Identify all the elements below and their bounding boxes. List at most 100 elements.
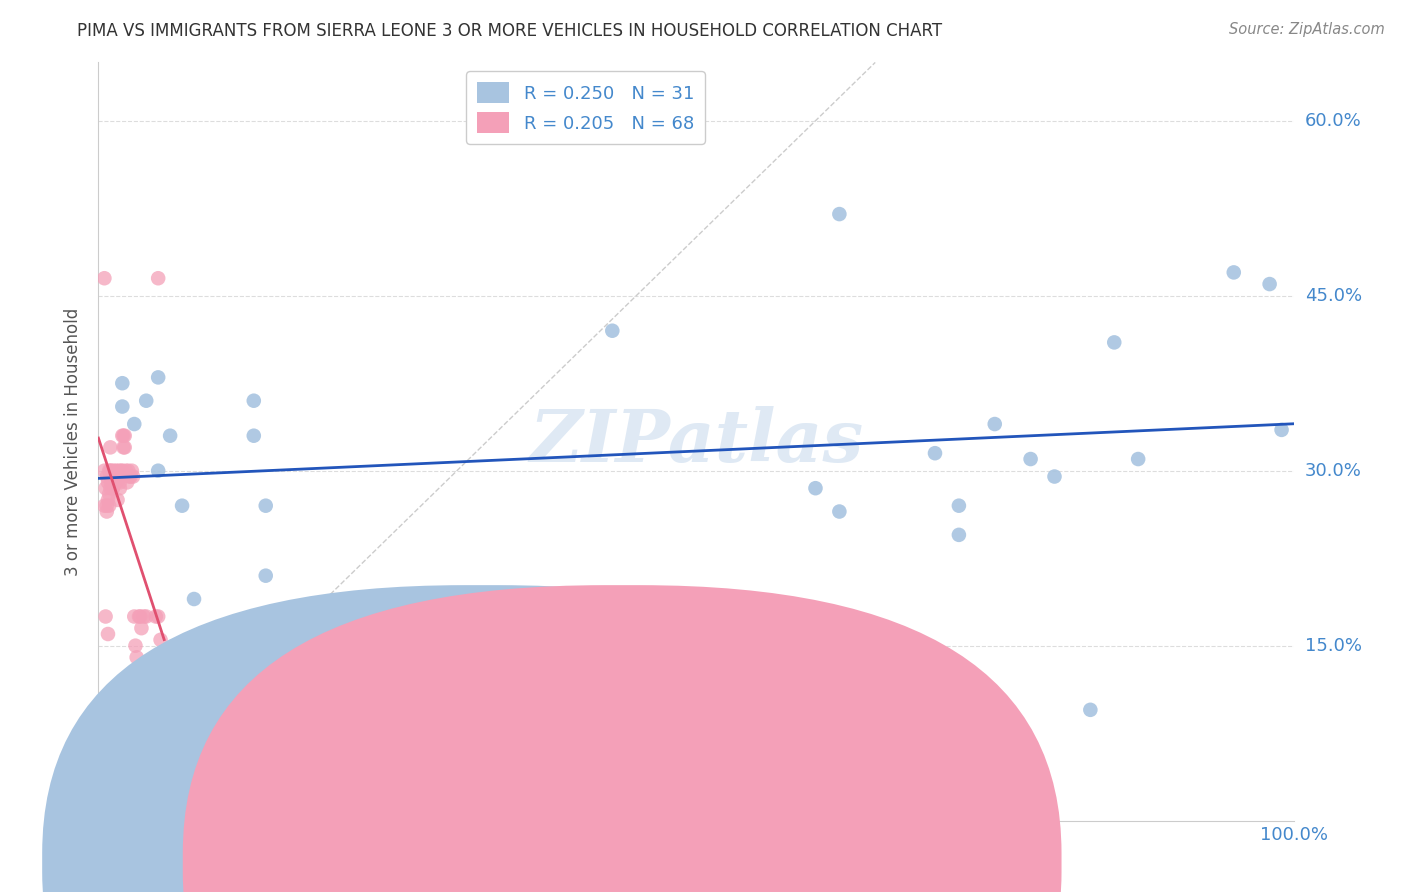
Point <box>1223 265 1246 279</box>
Point <box>98 499 121 513</box>
Point <box>1019 452 1042 467</box>
Point <box>124 417 146 431</box>
Point <box>105 464 128 478</box>
Point <box>602 324 624 338</box>
Point <box>97 627 120 641</box>
Point <box>96 504 118 518</box>
Point <box>98 469 122 483</box>
Point <box>828 207 851 221</box>
Point <box>115 475 138 490</box>
Text: Immigrants from Sierra Leone: Immigrants from Sierra Leone <box>647 854 917 871</box>
Point <box>1258 277 1281 291</box>
Text: 45.0%: 45.0% <box>1305 286 1362 305</box>
Point <box>98 464 121 478</box>
Point <box>142 697 165 711</box>
Point <box>111 400 134 414</box>
Text: ZIPatlas: ZIPatlas <box>529 406 863 477</box>
Point <box>98 487 121 501</box>
Point <box>98 481 122 495</box>
Point <box>124 609 146 624</box>
Point <box>114 441 136 455</box>
Point <box>93 499 115 513</box>
Text: 15.0%: 15.0% <box>1305 637 1361 655</box>
Text: Source: ZipAtlas.com: Source: ZipAtlas.com <box>1229 22 1385 37</box>
Point <box>111 428 134 442</box>
Point <box>148 609 170 624</box>
Point <box>118 469 141 483</box>
Point <box>828 504 851 518</box>
Point <box>107 492 129 507</box>
Point <box>101 469 124 483</box>
Point <box>148 464 170 478</box>
Point <box>101 481 124 495</box>
Point <box>135 393 157 408</box>
Point <box>97 475 120 490</box>
Point <box>183 592 205 607</box>
Point <box>108 475 131 490</box>
Point <box>124 639 146 653</box>
Point <box>107 469 129 483</box>
Point <box>984 417 1007 431</box>
Point <box>101 481 124 495</box>
Point <box>1080 703 1102 717</box>
Point <box>93 271 115 285</box>
Text: 30.0%: 30.0% <box>1305 462 1361 480</box>
Point <box>93 464 115 478</box>
Point <box>98 464 122 478</box>
Legend: R = 0.250   N = 31, R = 0.205   N = 68: R = 0.250 N = 31, R = 0.205 N = 68 <box>465 71 704 144</box>
Point <box>110 469 132 483</box>
Point <box>132 609 155 624</box>
Point <box>411 609 433 624</box>
Point <box>139 685 162 699</box>
Point <box>111 464 134 478</box>
Point <box>97 492 120 507</box>
Point <box>243 393 266 408</box>
Point <box>804 481 827 495</box>
Point <box>112 428 135 442</box>
Point <box>924 446 946 460</box>
Text: Pima: Pima <box>506 854 550 871</box>
Point <box>104 469 127 483</box>
Point <box>100 464 122 478</box>
Text: PIMA VS IMMIGRANTS FROM SIERRA LEONE 3 OR MORE VEHICLES IN HOUSEHOLD CORRELATION: PIMA VS IMMIGRANTS FROM SIERRA LEONE 3 O… <box>77 22 942 40</box>
Point <box>948 499 970 513</box>
Point <box>117 464 139 478</box>
Point <box>94 609 117 624</box>
Point <box>110 464 132 478</box>
Point <box>103 475 125 490</box>
Point <box>1271 423 1294 437</box>
Point <box>1043 469 1066 483</box>
Point <box>243 428 266 442</box>
Point <box>148 370 170 384</box>
Point <box>100 469 122 483</box>
Y-axis label: 3 or more Vehicles in Household: 3 or more Vehicles in Household <box>65 308 83 575</box>
Point <box>122 469 145 483</box>
Point <box>129 609 152 624</box>
Point <box>125 650 148 665</box>
Point <box>111 376 134 391</box>
Point <box>131 621 153 635</box>
Point <box>207 650 229 665</box>
Point <box>145 609 167 624</box>
Point <box>148 271 170 285</box>
Point <box>107 464 129 478</box>
Point <box>100 475 122 490</box>
Point <box>128 609 150 624</box>
Point <box>1104 335 1126 350</box>
Point <box>120 469 142 483</box>
Point <box>96 469 118 483</box>
Point <box>948 528 970 542</box>
Point <box>159 428 181 442</box>
Point <box>149 632 172 647</box>
Point <box>105 475 128 490</box>
Point <box>1128 452 1150 467</box>
Point <box>96 499 118 513</box>
Point <box>138 662 160 676</box>
Text: 60.0%: 60.0% <box>1305 112 1361 129</box>
Point <box>135 609 157 624</box>
Point <box>114 428 136 442</box>
Point <box>94 481 117 495</box>
Point <box>254 499 277 513</box>
Point <box>104 469 127 483</box>
Point <box>254 568 277 582</box>
